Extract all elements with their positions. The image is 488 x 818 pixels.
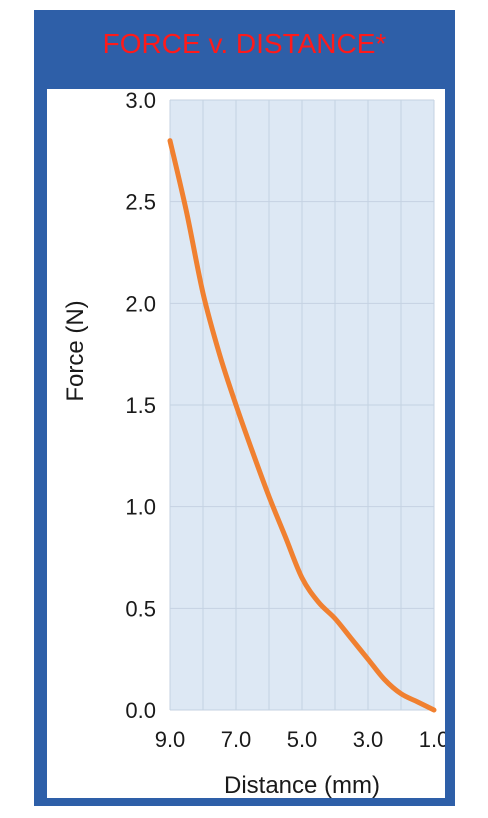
x-tick-label: 7.0 bbox=[221, 727, 252, 752]
y-tick-label: 0.5 bbox=[125, 596, 156, 621]
chart-title: FORCE v. DISTANCE* bbox=[102, 28, 387, 59]
y-tick-label: 2.5 bbox=[125, 190, 156, 215]
chart-svg: 3.0 2.5 2.0 1.5 1.0 0.5 0.0 9.0 7.0 5.0 3.0 1.0 For… bbox=[62, 89, 445, 798]
data-layer bbox=[167, 138, 437, 713]
x-tick-label: 1.0 bbox=[419, 727, 445, 752]
chart-frame: FORCE v. DISTANCE* 3.0 2.5 2.0 1.5 1.0 0.5 0.0… bbox=[34, 10, 455, 806]
x-axis-title: Distance (mm) bbox=[224, 772, 380, 798]
y-tick-label: 1.0 bbox=[125, 495, 156, 520]
x-tick-label: 3.0 bbox=[353, 727, 384, 752]
series-line bbox=[167, 138, 437, 713]
tick-layer: 3.0 2.5 2.0 1.5 1.0 0.5 0.0 9.0 7.0 5.0 3.0 1.0 bbox=[125, 89, 445, 752]
y-tick-label: 3.0 bbox=[125, 89, 156, 113]
y-tick-label: 2.0 bbox=[125, 291, 156, 316]
x-tick-label: 9.0 bbox=[155, 727, 186, 752]
y-tick-label: 0.0 bbox=[125, 698, 156, 723]
y-axis-title: Force (N) bbox=[62, 300, 89, 401]
x-tick-label: 5.0 bbox=[287, 727, 318, 752]
y-tick-label: 1.5 bbox=[125, 393, 156, 418]
plot-panel: 3.0 2.5 2.0 1.5 1.0 0.5 0.0 9.0 7.0 5.0 3.0 1.0 For… bbox=[47, 89, 445, 798]
